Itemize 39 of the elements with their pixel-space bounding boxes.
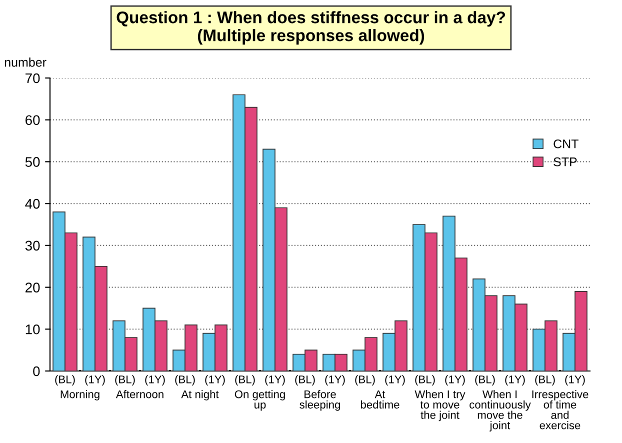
- x-tick-label: (BL): [475, 375, 495, 386]
- x-tick-label: (1Y): [325, 375, 345, 386]
- x-tick-label: (BL): [535, 375, 555, 386]
- y-tick-label: 0: [33, 366, 40, 376]
- x-tick-label: (1Y): [445, 375, 465, 386]
- text: Before sleeping: [300, 390, 340, 411]
- text: Irrespective of time and exercise: [532, 390, 588, 430]
- y-axis-title: number: [4, 58, 46, 67]
- x-tick-label: (1Y): [85, 375, 105, 386]
- chart-title: Question 1 : When does stiffness occur in a day? (Multiple responses allowed): [116, 11, 505, 45]
- y-tick-label: 20: [26, 282, 40, 292]
- y-tick-label: 60: [26, 115, 40, 126]
- x-tick-label: (BL): [235, 375, 255, 386]
- x-tick-label: (BL): [415, 375, 435, 386]
- x-tick-label: (1Y): [565, 375, 585, 386]
- x-tick-label: (BL): [115, 375, 135, 386]
- text: When I continuously move the joint: [470, 390, 531, 432]
- y-tick-label: 30: [25, 240, 40, 251]
- x-tick-label: (BL): [355, 375, 375, 386]
- x-tick-label: (BL): [295, 375, 315, 386]
- text: Morning: [60, 390, 100, 400]
- x-tick-label: (1Y): [145, 375, 165, 386]
- text: At night: [181, 390, 219, 400]
- y-tick-label: 10: [26, 324, 40, 334]
- y-tick-label: 40: [25, 198, 40, 209]
- x-tick-label: (BL): [55, 375, 75, 386]
- text: At bedtime: [360, 390, 400, 409]
- text: Afternoon: [116, 390, 164, 398]
- x-tick-label: (1Y): [265, 375, 285, 386]
- x-tick-label: (1Y): [385, 375, 405, 386]
- y-tick-label: 50: [25, 157, 40, 167]
- legend-label: CNT: [554, 139, 578, 148]
- x-tick-label: (1Y): [505, 375, 525, 386]
- y-tick-label: 70: [26, 73, 40, 84]
- x-tick-label: (1Y): [205, 375, 225, 386]
- x-tick-label: (BL): [175, 375, 195, 386]
- text: When I try to move the joint: [414, 390, 466, 422]
- legend-label: STP: [554, 157, 577, 166]
- text: On getting up: [234, 390, 285, 411]
